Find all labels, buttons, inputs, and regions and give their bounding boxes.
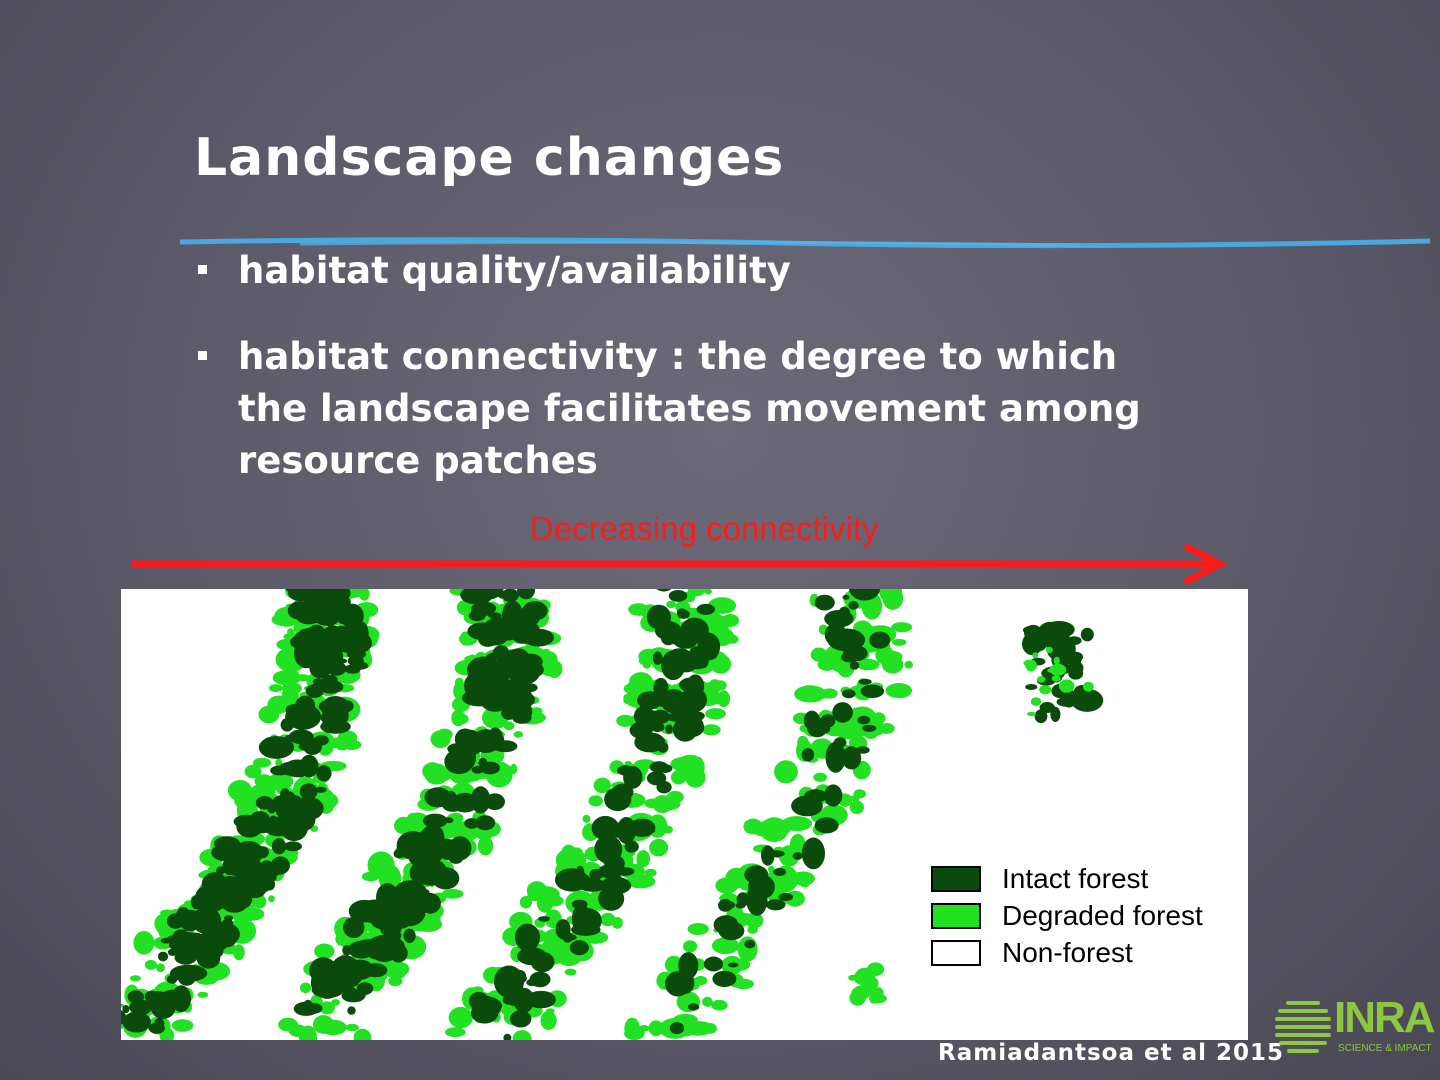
legend-swatch-nonforest bbox=[931, 940, 981, 966]
inra-globe-icon bbox=[1275, 1001, 1331, 1053]
legend-item-nonforest: Non-forest bbox=[931, 935, 1203, 971]
legend-label: Non-forest bbox=[1002, 937, 1133, 968]
connectivity-arrow-label: Decreasing connectivity bbox=[530, 510, 879, 547]
legend-label: Degraded forest bbox=[1002, 900, 1203, 931]
slide-title: Landscape changes bbox=[194, 128, 785, 188]
logo-wordmark: INRA bbox=[1334, 993, 1436, 1042]
bullet-marker bbox=[198, 351, 207, 360]
legend-swatch-intact bbox=[931, 866, 981, 892]
map-legend: Intact forest Degraded forest Non-forest bbox=[931, 861, 1203, 972]
bullet-list: habitat quality/availability habitat con… bbox=[196, 245, 1196, 487]
bullet-text: habitat connectivity : the degree to whi… bbox=[238, 335, 1141, 482]
bullet-habitat-connectivity: habitat connectivity : the degree to whi… bbox=[196, 331, 1196, 487]
legend-label: Intact forest bbox=[1002, 863, 1149, 894]
legend-swatch-degraded bbox=[931, 903, 981, 929]
bullet-text: habitat quality/availability bbox=[238, 249, 791, 292]
forest-map-figure: Intact forest Degraded forest Non-forest bbox=[121, 589, 1248, 1040]
legend-item-degraded: Degraded forest bbox=[931, 898, 1203, 934]
bullet-marker bbox=[198, 265, 207, 274]
forest-map-series bbox=[121, 589, 1104, 1040]
bullet-habitat-quality: habitat quality/availability bbox=[196, 245, 1196, 297]
logo-tagline: SCIENCE & IMPACT bbox=[1338, 1043, 1432, 1054]
inra-logo: INRA SCIENCE & IMPACT bbox=[1272, 993, 1436, 1063]
title-underline bbox=[180, 237, 1430, 249]
citation: Ramiadantsoa et al 2015 bbox=[938, 1040, 1284, 1066]
legend-item-intact: Intact forest bbox=[931, 861, 1203, 897]
connectivity-arrow-icon bbox=[132, 542, 1228, 586]
